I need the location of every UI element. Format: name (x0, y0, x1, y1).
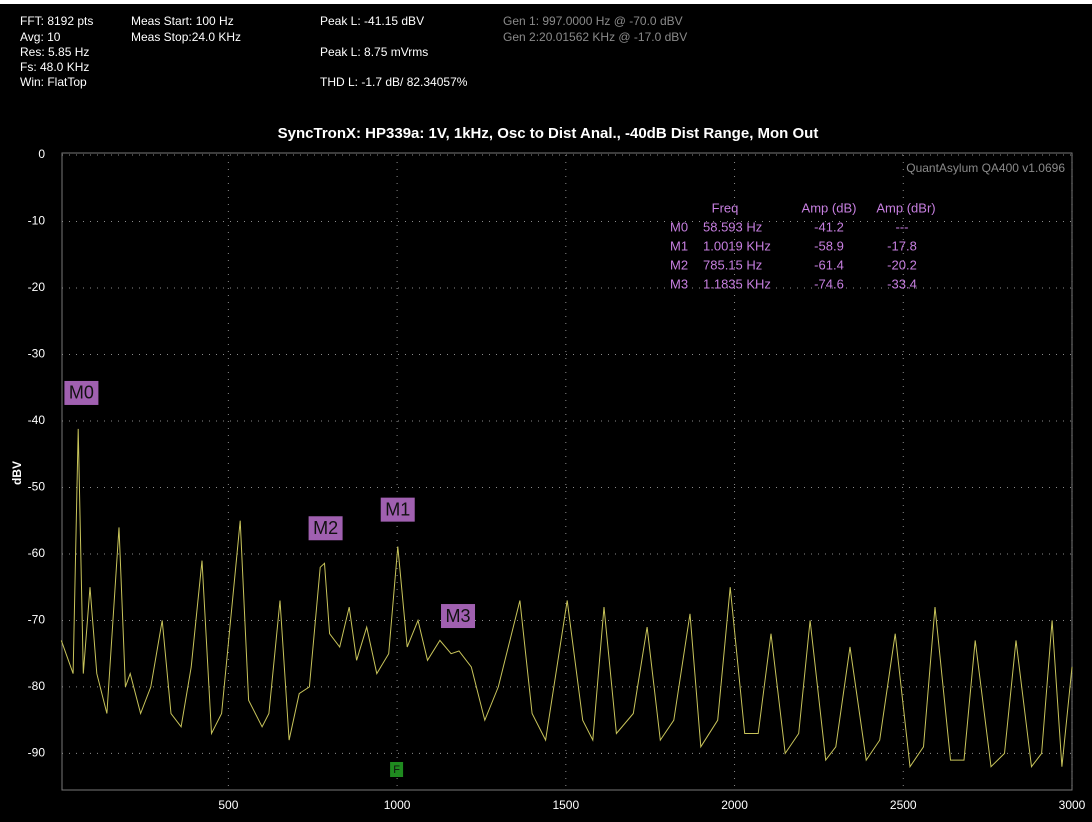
table-cell: -61.4 (814, 257, 844, 272)
top-strip (0, 0, 1092, 4)
header-text: Peak L: -41.15 dBV (320, 14, 424, 28)
table-cell: 1.1835 KHz (703, 276, 771, 291)
y-tick-label: -30 (28, 347, 46, 361)
header-text: Res: 5.85 Hz (20, 45, 89, 59)
header-text: Win: FlatTop (20, 75, 87, 89)
marker-label: M2 (313, 518, 338, 538)
table-cell: 58.593 Hz (703, 219, 762, 234)
header-text: Meas Stop:24.0 KHz (131, 30, 241, 44)
plot-frame (61, 152, 1073, 791)
table-cell: -17.8 (887, 238, 917, 253)
table-cell: -20.2 (887, 257, 917, 272)
x-tick-label: 1500 (552, 798, 579, 812)
spectrum-line (60, 428, 1073, 769)
marker-box (441, 604, 476, 629)
marker-box (308, 516, 343, 541)
y-tick-label: -80 (28, 679, 46, 693)
header-text: THD L: -1.7 dB/ 82.34057% (320, 75, 468, 89)
table-header: Amp (dBr) (876, 200, 935, 215)
table-header: Amp (dB) (802, 200, 857, 215)
marker-label: M1 (385, 499, 410, 519)
x-tick-label: 2500 (890, 798, 917, 812)
header-text: Fs: 48.0 KHz (20, 60, 89, 74)
marker-label: M0 (69, 383, 94, 403)
y-tick-label: -50 (28, 480, 46, 494)
table-cell: -33.4 (887, 276, 917, 291)
header-text: Gen 1: 997.0000 Hz @ -70.0 dBV (503, 14, 683, 28)
x-tick-label: 500 (218, 798, 238, 812)
f-marker (390, 762, 404, 777)
header-text: Meas Start: 100 Hz (131, 14, 234, 28)
y-tick-label: -40 (28, 413, 46, 427)
table-cell: 785.15 Hz (703, 257, 762, 272)
header-text: Peak L: 8.75 mVrms (320, 45, 428, 59)
table-cell: M1 (670, 238, 688, 253)
table-cell: -74.6 (814, 276, 844, 291)
y-tick-label: -90 (28, 746, 46, 760)
y-tick-label: -70 (28, 613, 46, 627)
table-cell: M2 (670, 257, 688, 272)
table-cell: M3 (670, 276, 688, 291)
header-text: Gen 2:20.01562 KHz @ -17.0 dBV (503, 30, 687, 44)
table-cell: -58.9 (814, 238, 844, 253)
y-axis-label: dBV (10, 461, 24, 485)
chart-title: SyncTronX: HP339a: 1V, 1kHz, Osc to Dist… (278, 125, 819, 142)
f-marker-label: F (393, 764, 400, 776)
table-cell: -41.2 (814, 219, 844, 234)
x-tick-label: 1000 (384, 798, 411, 812)
header-text: FFT: 8192 pts (20, 14, 93, 28)
x-tick-label: 3000 (1059, 798, 1086, 812)
x-tick-label: 2000 (721, 798, 748, 812)
y-tick-label: -10 (28, 214, 46, 228)
y-tick-label: -20 (28, 280, 46, 294)
y-tick-label: 0 (38, 147, 45, 161)
table-cell: --- (896, 219, 909, 234)
header-text: Avg: 10 (20, 30, 61, 44)
table-cell: M0 (670, 219, 688, 234)
watermark: QuantAsylum QA400 v1.0696 (906, 161, 1065, 175)
marker-label: M3 (446, 606, 471, 626)
table-cell: 1.0019 KHz (703, 238, 771, 253)
marker-box (64, 380, 99, 405)
y-tick-label: -60 (28, 546, 46, 560)
table-header: Freq (712, 200, 739, 215)
marker-box (380, 497, 415, 522)
